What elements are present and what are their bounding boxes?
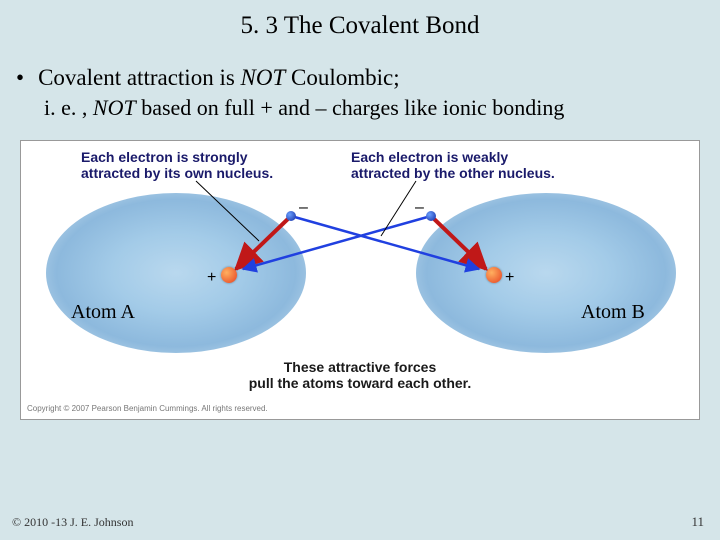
nucleus-a bbox=[221, 267, 237, 283]
figure-copyright: Copyright © 2007 Pearson Benjamin Cummin… bbox=[27, 404, 268, 413]
caption-l2: pull the atoms toward each other. bbox=[249, 375, 471, 391]
bullet-main: • Covalent attraction is NOT Coulombic; bbox=[0, 64, 720, 93]
plus-a: + bbox=[207, 269, 216, 287]
minus-b: – bbox=[415, 199, 424, 217]
atom-a-label: Atom A bbox=[71, 301, 135, 324]
minus-a: – bbox=[299, 199, 308, 217]
page-title: 5. 3 The Covalent Bond bbox=[0, 0, 720, 40]
page-number: 11 bbox=[691, 514, 704, 530]
caption-l1: These attractive forces bbox=[284, 359, 437, 375]
bullet-emph: NOT bbox=[241, 65, 286, 90]
bullet-sub: i. e. , NOT based on full + and – charge… bbox=[0, 95, 720, 121]
sub-emph: NOT bbox=[93, 95, 136, 120]
nucleus-b bbox=[486, 267, 502, 283]
sub-tail: based on full + and – charges like ionic… bbox=[136, 95, 565, 120]
atom-b-label: Atom B bbox=[581, 301, 645, 324]
sub-lead: i. e. , bbox=[44, 95, 93, 120]
covalent-figure: Each electron is strongly attracted by i… bbox=[20, 140, 700, 420]
electron-a bbox=[286, 211, 296, 221]
bullet-text: Covalent attraction is NOT Coulombic; bbox=[38, 64, 400, 93]
bullet-lead: Covalent attraction is bbox=[38, 65, 240, 90]
bullet-tail: Coulombic; bbox=[285, 65, 399, 90]
bullet-marker: • bbox=[16, 64, 24, 92]
electron-b bbox=[426, 211, 436, 221]
figure-bottom-caption: These attractive forces pull the atoms t… bbox=[21, 359, 699, 391]
footer-copyright: © 2010 -13 J. E. Johnson bbox=[12, 515, 133, 530]
plus-b: + bbox=[505, 269, 514, 287]
